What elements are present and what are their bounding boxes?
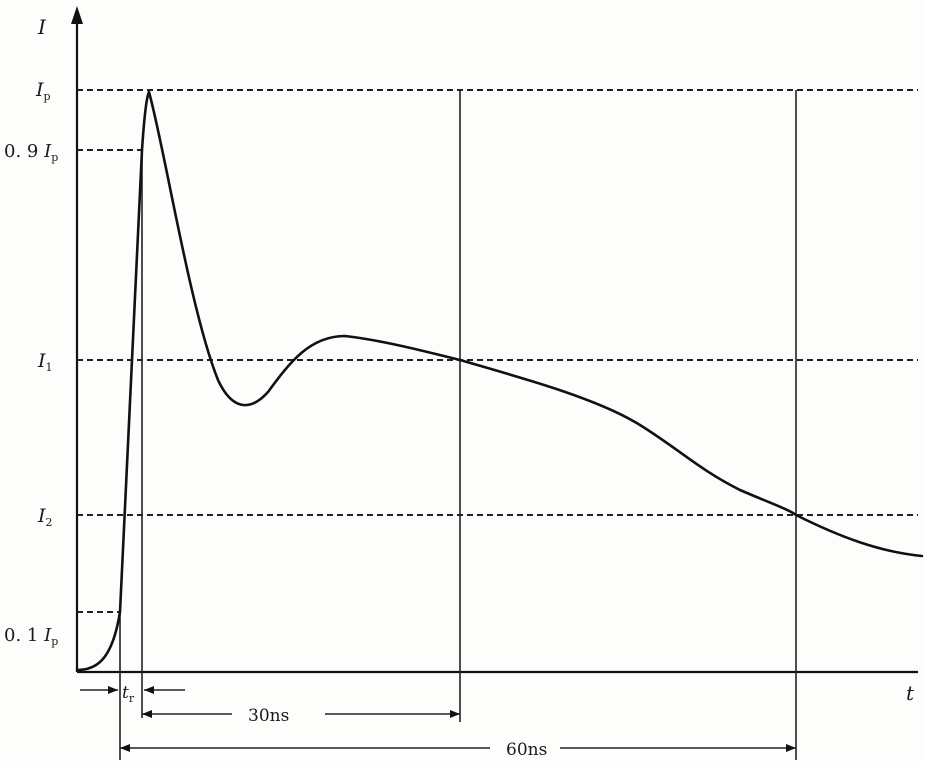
sixty-ns-arrowhead-left — [120, 744, 130, 752]
thirty-ns-arrowhead-left — [142, 710, 152, 718]
ten-percent-label: 0. 1 Ip — [4, 625, 58, 648]
rise-time-arrowhead-left — [108, 686, 118, 694]
rise-time-arrowhead-right — [144, 686, 154, 694]
sixty-ns-label: 60ns — [506, 740, 547, 760]
sixty-ns-arrowhead-right — [786, 744, 796, 752]
x-axis-label: t — [906, 681, 915, 705]
i2-label: I2 — [37, 505, 53, 529]
i1-label: I1 — [37, 350, 53, 374]
ip-label: Ip — [35, 79, 51, 103]
rise-time-label: tr — [122, 683, 135, 705]
y-axis-label: I — [37, 15, 47, 39]
thirty-ns-arrowhead-right — [450, 710, 460, 718]
ninety-percent-label: 0. 9 Ip — [4, 141, 58, 164]
thirty-ns-label: 30ns — [248, 706, 289, 726]
current-waveform — [75, 90, 924, 672]
y-axis-arrow — [71, 6, 83, 24]
